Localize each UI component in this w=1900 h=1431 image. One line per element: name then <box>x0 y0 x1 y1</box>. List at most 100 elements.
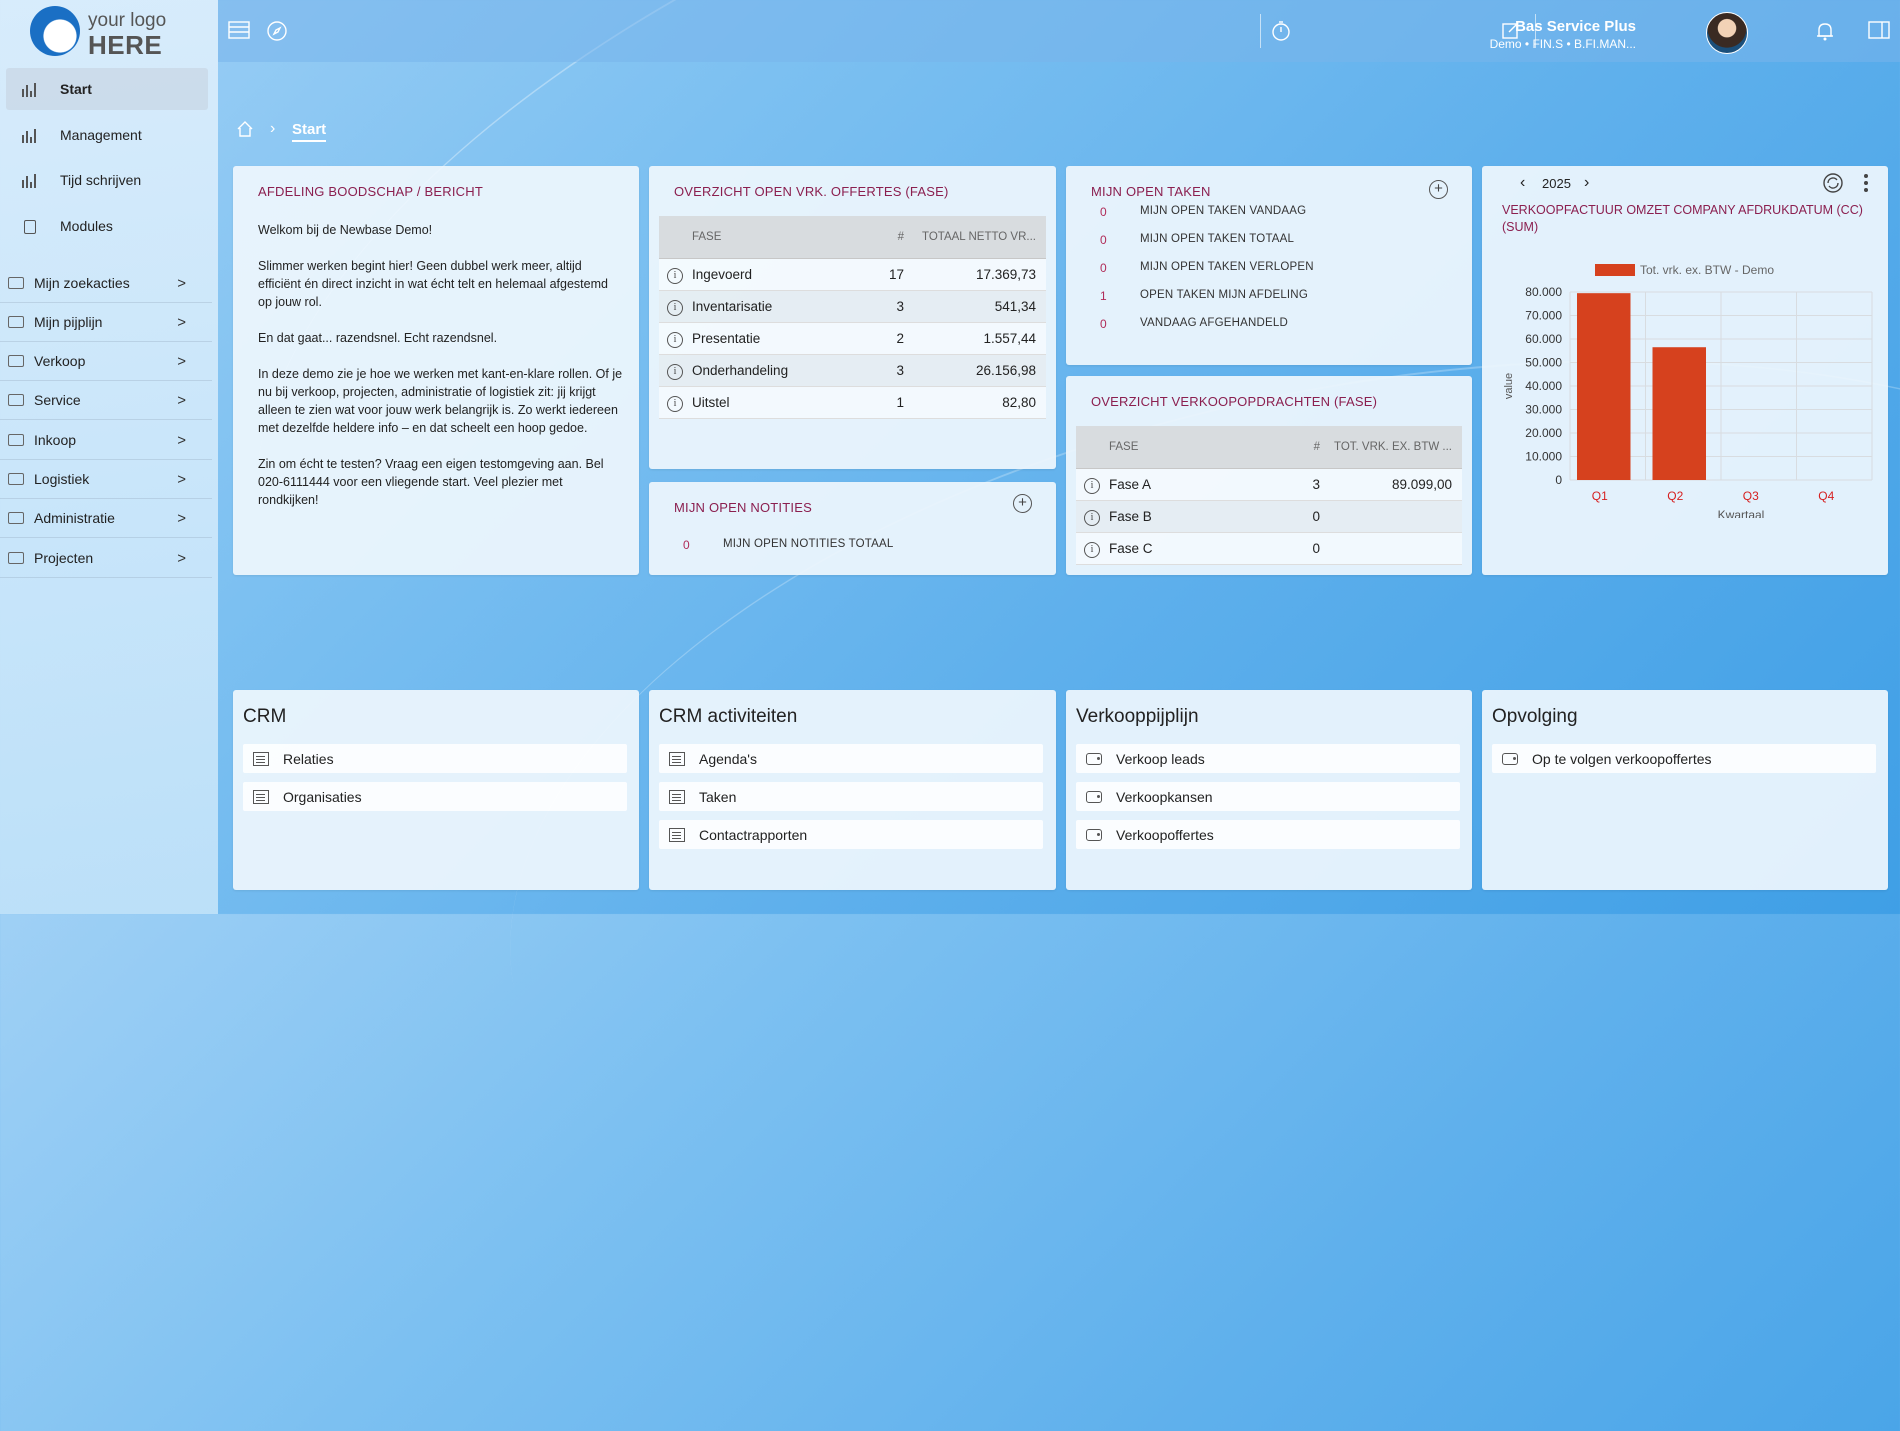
sidebar-item-tijd-schrijven[interactable]: Tijd schrijven <box>6 159 208 201</box>
wallet-icon <box>1502 752 1518 765</box>
more-options-icon[interactable] <box>1863 173 1869 193</box>
row-count: 0 <box>1100 233 1107 247</box>
column-header-total[interactable]: TOTAAL NETTO VR... <box>905 216 1046 259</box>
bar-chart: Tot. vrk. ex. BTW - Demo 80.000 70.000 60.0… <box>1503 263 1873 518</box>
compass-icon[interactable] <box>266 20 288 48</box>
sidebar-item-start[interactable]: Start <box>6 68 208 110</box>
card-title: AFDELING BOODSCHAP / BERICHT <box>258 184 483 199</box>
taken-row[interactable]: 0 MIJN OPEN TAKEN TOTAAL <box>1066 227 1466 255</box>
table-row[interactable]: i Fase B 0 <box>1076 500 1462 533</box>
notities-row[interactable]: 0 MIJN OPEN NOTITIES TOTAAL <box>649 532 1049 560</box>
tile-link-agendas[interactable]: Agenda's <box>659 744 1043 773</box>
info-icon[interactable]: i <box>667 267 683 284</box>
cell-fase: Fase B <box>1108 500 1289 533</box>
opdrachten-table: FASE # TOT. VRK. EX. BTW ... i Fase A 3 … <box>1076 426 1462 565</box>
column-header-count[interactable]: # <box>863 216 905 259</box>
info-icon[interactable]: i <box>1084 477 1100 494</box>
row-label: VANDAAG AFGEHANDELD <box>1140 317 1289 329</box>
x-tick-label: Q1 <box>1592 489 1608 503</box>
tile-link-label: Verkoopkansen <box>1116 788 1213 805</box>
cell-count: 17 <box>863 258 905 291</box>
table-row[interactable]: i Inventarisatie 3 541,34 <box>659 290 1046 323</box>
cell-count: 3 <box>863 290 905 323</box>
tile-link-op-te-volgen-verkoopoffertes[interactable]: Op te volgen verkoopoffertes <box>1492 744 1876 773</box>
cell-fase: Presentatie <box>691 322 863 355</box>
taken-row[interactable]: 0 VANDAAG AFGEHANDELD <box>1066 311 1466 339</box>
sidebar-group-administratie[interactable]: Administratie > <box>0 499 212 538</box>
sidebar-item-management[interactable]: Management <box>6 114 208 156</box>
row-count: 0 <box>1100 205 1107 219</box>
sidebar-group-service[interactable]: Service > <box>0 381 212 420</box>
table-row[interactable]: i Uitstel 1 82,80 <box>659 386 1046 419</box>
message-body: Welkom bij de Newbase Demo! Slimmer werk… <box>258 221 623 527</box>
sidebar-group-mijn-zoekacties[interactable]: Mijn zoekacties > <box>0 264 212 303</box>
y-axis-title: value <box>1503 373 1515 399</box>
y-tick-label: 50.000 <box>1525 356 1562 370</box>
info-icon[interactable]: i <box>1084 509 1100 526</box>
bar <box>1577 293 1631 480</box>
modules-icon <box>22 218 40 234</box>
next-year-button[interactable]: › <box>1584 174 1590 191</box>
row-label: MIJN OPEN NOTITIES TOTAAL <box>723 538 894 550</box>
window-icon[interactable] <box>1868 20 1890 46</box>
table-row[interactable]: i Ingevoerd 17 17.369,73 <box>659 258 1046 291</box>
avatar[interactable] <box>1706 12 1748 54</box>
bar <box>1652 347 1706 480</box>
chevron-right-icon: > <box>177 314 186 331</box>
table-row[interactable]: i Fase C 0 <box>1076 532 1462 565</box>
cell-count: 0 <box>1289 500 1321 533</box>
tile-link-contactrapporten[interactable]: Contactrapporten <box>659 820 1043 849</box>
table-row[interactable]: i Presentatie 2 1.557,44 <box>659 322 1046 355</box>
table-row[interactable]: i Fase A 3 89.099,00 <box>1076 468 1462 501</box>
folder-icon <box>8 434 24 446</box>
sidebar-item-modules[interactable]: Modules <box>6 205 208 247</box>
tile-link-verkoopoffertes[interactable]: Verkoopoffertes <box>1076 820 1460 849</box>
table-row[interactable]: i Onderhandeling 3 26.156,98 <box>659 354 1046 387</box>
sidebar-group-mijn-pijplijn[interactable]: Mijn pijplijn > <box>0 303 212 342</box>
add-task-button[interactable]: + <box>1429 180 1448 199</box>
omzet-chart-card: ‹ 2025 › VERKOOPFACTUUR OMZET COMPANY AF… <box>1482 166 1888 575</box>
sidebar-group-inkoop[interactable]: Inkoop > <box>0 421 212 460</box>
tile-link-verkoopkansen[interactable]: Verkoopkansen <box>1076 782 1460 811</box>
menu-toggle-icon[interactable] <box>228 20 250 46</box>
column-header-count[interactable]: # <box>1289 426 1321 469</box>
sidebar-group-projecten[interactable]: Projecten > <box>0 539 212 578</box>
sidebar-group-logistiek[interactable]: Logistiek > <box>0 460 212 499</box>
tile-link-organisaties[interactable]: Organisaties <box>243 782 627 811</box>
company-logo[interactable]: your logo HERE <box>30 6 170 62</box>
info-icon[interactable]: i <box>667 395 683 412</box>
taken-row[interactable]: 0 MIJN OPEN TAKEN VANDAAG <box>1066 199 1466 227</box>
user-name[interactable]: Bas Service Plus <box>1515 18 1636 35</box>
add-note-button[interactable]: + <box>1013 494 1032 513</box>
info-icon[interactable]: i <box>667 299 683 316</box>
sidebar-group-label: Service <box>34 392 81 408</box>
y-tick-label: 0 <box>1555 473 1562 487</box>
bell-icon[interactable] <box>1814 20 1836 48</box>
sidebar-group-verkoop[interactable]: Verkoop > <box>0 342 212 381</box>
open-taken-card: MIJN OPEN TAKEN + 0 MIJN OPEN TAKEN VAND… <box>1066 166 1472 365</box>
cell-total <box>1321 500 1462 533</box>
tile-link-verkoop-leads[interactable]: Verkoop leads <box>1076 744 1460 773</box>
prev-year-button[interactable]: ‹ <box>1520 174 1526 191</box>
tile-crm: CRM Relaties Organisaties <box>233 690 639 890</box>
x-axis-title: Kwartaal <box>1718 508 1765 518</box>
edit-icon[interactable] <box>1501 20 1521 46</box>
info-icon[interactable]: i <box>667 331 683 348</box>
refresh-icon[interactable] <box>1822 172 1844 197</box>
column-header-fase[interactable]: FASE <box>691 216 863 259</box>
y-tick-label: 10.000 <box>1525 450 1562 464</box>
tile-link-relaties[interactable]: Relaties <box>243 744 627 773</box>
home-icon[interactable] <box>236 120 254 143</box>
taken-row[interactable]: 0 MIJN OPEN TAKEN VERLOPEN <box>1066 255 1466 283</box>
column-header-total[interactable]: TOT. VRK. EX. BTW ... <box>1321 426 1462 469</box>
info-icon[interactable]: i <box>1084 541 1100 558</box>
tile-link-taken[interactable]: Taken <box>659 782 1043 811</box>
folder-icon <box>8 277 24 289</box>
timer-icon[interactable] <box>1270 20 1292 48</box>
taken-row[interactable]: 1 OPEN TAKEN MIJN AFDELING <box>1066 283 1466 311</box>
tile-link-label: Agenda's <box>699 750 757 767</box>
message-paragraph: Slimmer werken begint hier! Geen dubbel … <box>258 259 608 309</box>
info-icon[interactable]: i <box>667 363 683 380</box>
column-header-fase[interactable]: FASE <box>1108 426 1289 469</box>
list-icon <box>253 789 269 804</box>
